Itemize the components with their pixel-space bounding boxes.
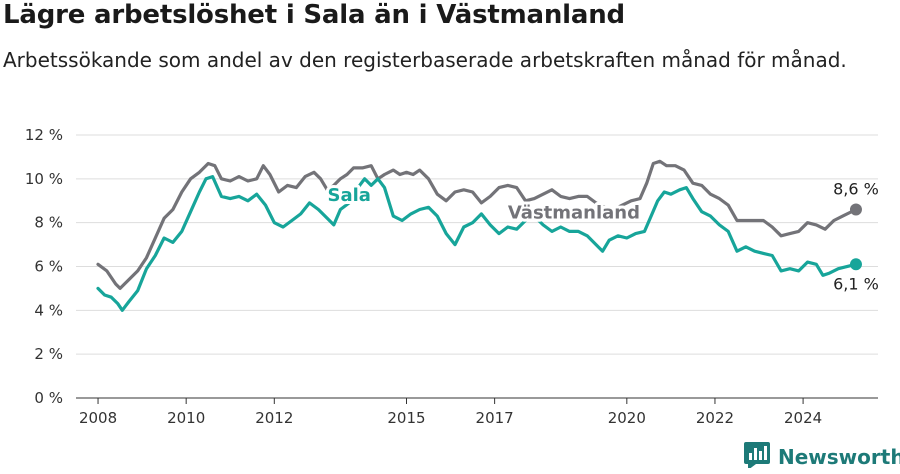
y-tick-label: 2 %	[34, 345, 63, 363]
y-tick-label: 12 %	[25, 126, 63, 144]
y-tick-label: 10 %	[25, 170, 63, 188]
series-label-sala-halo: Sala	[327, 185, 370, 206]
x-tick-label: 2012	[255, 409, 293, 427]
x-tick-label: 2017	[476, 409, 514, 427]
series-label-vastmanland: Västmanland	[508, 202, 640, 223]
end-point-vastmanland	[849, 203, 862, 216]
x-tick-label: 2015	[387, 409, 425, 427]
brand-logo: Newsworthy	[744, 442, 900, 472]
x-tick-label: 2008	[79, 409, 117, 427]
chart-title: Lägre arbetslöshet i Sala än i Västmanla…	[3, 0, 625, 30]
series-line-sala	[96, 175, 858, 312]
x-tick-label: 2024	[784, 409, 822, 427]
x-tick-label: 2020	[608, 409, 646, 427]
y-tick-label: 8 %	[34, 214, 63, 232]
series-label-vastmanland-halo: Västmanland	[508, 202, 640, 223]
newsworthy-icon	[744, 442, 770, 472]
x-tick-label: 2022	[696, 409, 734, 427]
x-tick-label: 2010	[167, 409, 205, 427]
series-line-vastmanland	[96, 159, 858, 290]
end-label-vastmanland: 8,6 %	[833, 180, 879, 199]
chart-subtitle: Arbetssökande som andel av den registerb…	[3, 48, 847, 72]
end-point-sala	[849, 258, 862, 271]
y-tick-label: 6 %	[34, 258, 63, 276]
series-label-sala: Sala	[327, 185, 370, 206]
end-label-sala: 6,1 %	[833, 274, 879, 293]
brand-name: Newsworthy	[778, 445, 900, 469]
y-tick-label: 4 %	[34, 301, 63, 319]
y-tick-label: 0 %	[34, 389, 63, 407]
